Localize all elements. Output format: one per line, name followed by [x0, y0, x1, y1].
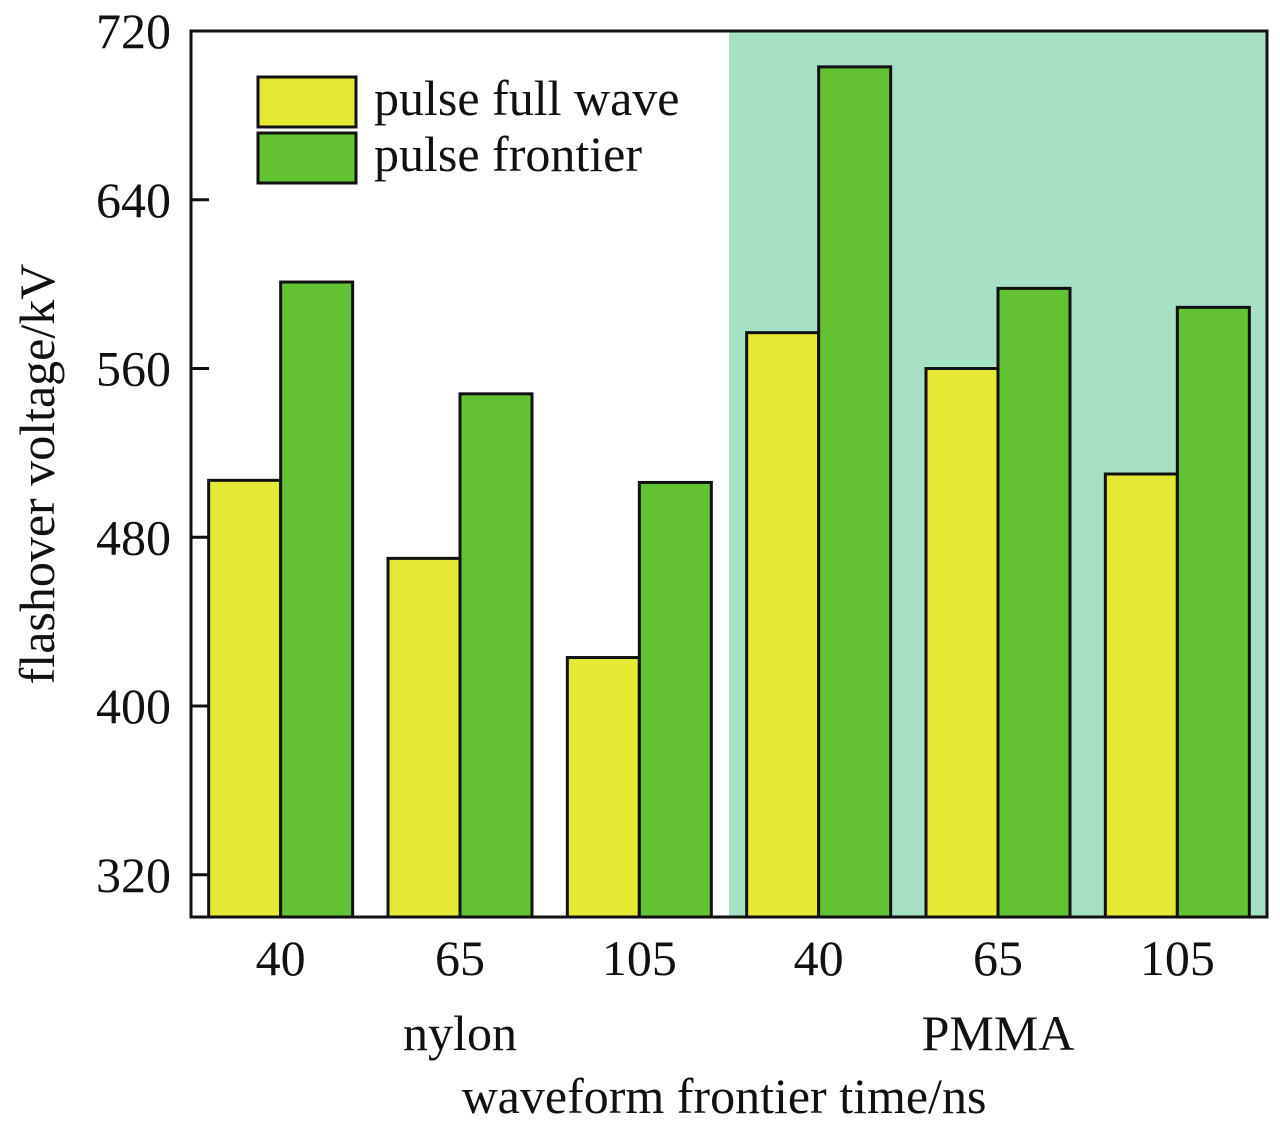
- x-tick-label: 40: [256, 930, 306, 986]
- bar-pulse-frontier-4: [996, 286, 1072, 919]
- y-tick-label: 640: [96, 172, 171, 228]
- bar-pulse-full-wave-2: [565, 656, 641, 919]
- bar-pulse-frontier-2: [637, 480, 713, 919]
- bar-pulse-full-wave-4: [924, 367, 1000, 919]
- bar-pulse-full-wave-5: [1103, 472, 1179, 919]
- x-tick-label: 65: [973, 930, 1023, 986]
- bar-pulse-full-wave-3: [745, 331, 821, 919]
- y-axis-title: flashover voltage/kV: [9, 264, 65, 685]
- y-tick-label: 320: [96, 847, 171, 903]
- bar-pulse-full-wave-1: [386, 556, 462, 919]
- legend-swatch-pulse-full-wave: [256, 75, 358, 129]
- y-tick-label: 480: [96, 509, 171, 565]
- bar-pulse-frontier-0: [279, 280, 355, 919]
- plot-frame: [189, 29, 1269, 919]
- group-label-nylon: nylon: [403, 1005, 517, 1061]
- legend-label: pulse full wave: [374, 70, 679, 126]
- x-tick-label: 105: [602, 930, 677, 986]
- bar-pulse-frontier-3: [817, 65, 893, 919]
- group-label-pmma: PMMA: [922, 1005, 1075, 1061]
- bar-pulse-full-wave-0: [207, 478, 283, 919]
- y-tick-label: 400: [96, 678, 171, 734]
- x-tick-label: 40: [794, 930, 844, 986]
- bar-pulse-frontier-1: [458, 392, 534, 919]
- x-axis-title: waveform frontier time/ns: [462, 1068, 987, 1124]
- y-tick-label: 720: [96, 3, 171, 59]
- axis-layer: 320 400 480 560 640 720 40 65 105 40 65 105 nylon PMM…: [96, 3, 1269, 1061]
- x-tick-label: 105: [1140, 930, 1215, 986]
- y-tick-label: 560: [96, 341, 171, 397]
- legend-label: pulse frontier: [374, 126, 642, 182]
- bar-pulse-frontier-5: [1175, 305, 1251, 919]
- bar-layer: [207, 65, 1251, 919]
- x-tick-label: 65: [435, 930, 485, 986]
- legend-swatch-pulse-frontier: [256, 131, 358, 185]
